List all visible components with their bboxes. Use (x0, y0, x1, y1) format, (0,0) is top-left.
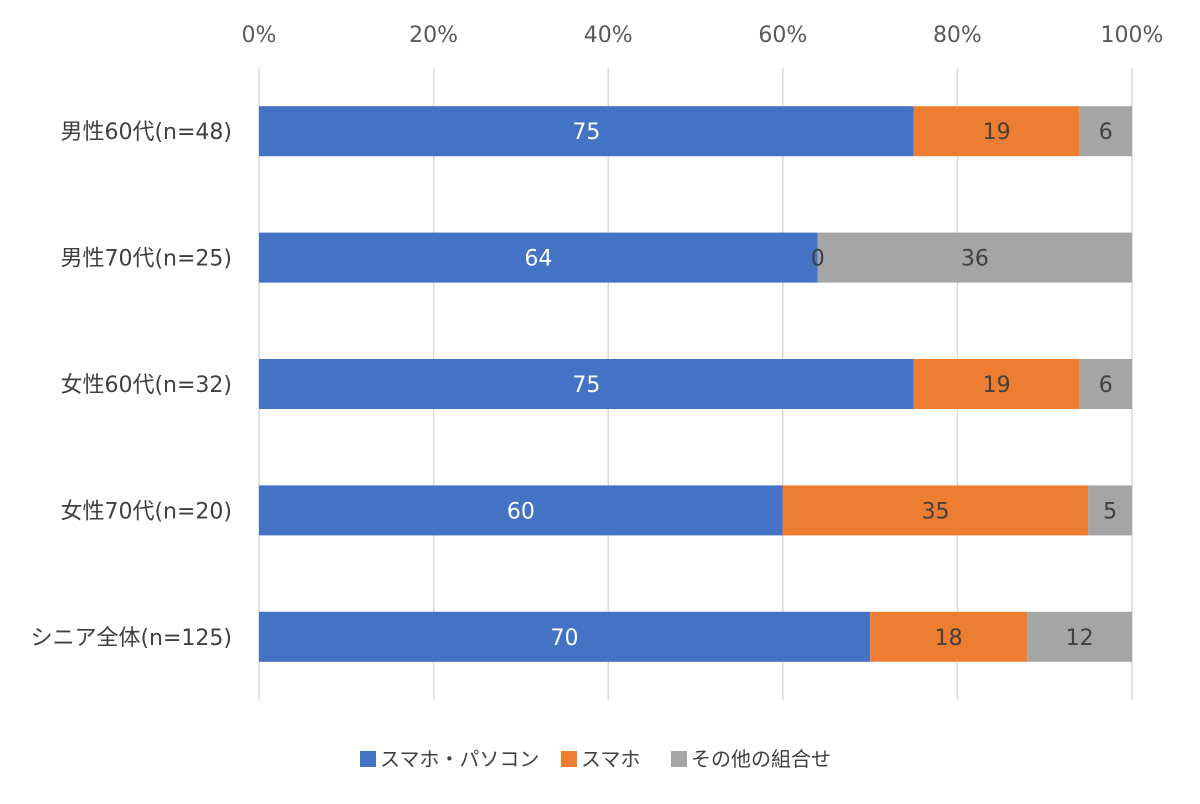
data-label: 36 (961, 247, 989, 272)
legend-label: スマホ・パソコン (380, 747, 539, 771)
bar-segment (870, 611, 1028, 662)
data-label: 6 (1099, 120, 1113, 145)
bar-segment (1027, 611, 1132, 662)
legend-swatch (671, 751, 687, 767)
category-label: 女性60代(n=32) (60, 373, 232, 398)
data-label: 19 (983, 120, 1011, 145)
category-label: 男性70代(n=25) (60, 247, 232, 272)
data-label: 19 (983, 373, 1011, 398)
x-tick-label: 60% (758, 23, 807, 48)
category-label: シニア全体(n=125) (30, 626, 232, 651)
legend-label: スマホ (581, 747, 640, 771)
data-label: 0 (811, 247, 825, 272)
category-labels: 男性60代(n=48) 男性70代(n=25) 女性60代(n=32) 女性70代(n… (30, 120, 232, 651)
legend-swatch (561, 751, 577, 767)
legend-swatch (360, 751, 376, 767)
data-label: 64 (524, 247, 552, 272)
data-label: 6 (1099, 373, 1113, 398)
bar-segment (259, 232, 818, 283)
x-tick-label: 40% (584, 23, 633, 48)
category-label: 男性60代(n=48) (60, 120, 232, 145)
bars (259, 106, 1132, 662)
bar-segment (1079, 106, 1132, 157)
bar-segment (1079, 359, 1132, 409)
bar-segment (1088, 485, 1132, 536)
bar-segment (259, 359, 914, 409)
bar-segment (913, 106, 1080, 157)
x-tick-label: 100% (1101, 23, 1164, 48)
bar-segment (259, 611, 871, 662)
bar-segment (259, 485, 783, 536)
data-label: 75 (572, 120, 600, 145)
category-label: 女性70代(n=20) (60, 499, 232, 524)
x-tick-label: 0% (242, 23, 277, 48)
x-tick-label: 80% (933, 23, 982, 48)
data-label: 70 (551, 626, 579, 651)
legend-label: その他の組合せ (691, 747, 831, 771)
bar-segment (782, 485, 1089, 536)
x-tick-label: 20% (409, 23, 458, 48)
data-label: 5 (1103, 499, 1117, 524)
data-label: 60 (507, 499, 535, 524)
x-axis-ticks: 0% 20% 40% 60% 80% 100% (242, 23, 1164, 48)
legend: スマホ・パソコン スマホ その他の組合せ (360, 747, 831, 771)
data-label: 75 (572, 373, 600, 398)
data-label: 35 (922, 499, 950, 524)
data-label: 18 (935, 626, 963, 651)
bar-segment (913, 359, 1080, 409)
bar-segment (259, 106, 914, 157)
data-label: 12 (1066, 626, 1094, 651)
bar-segment (817, 232, 1132, 283)
data-labels: 75 19 6 64 0 36 75 19 6 60 35 5 70 18 12 (507, 120, 1117, 651)
